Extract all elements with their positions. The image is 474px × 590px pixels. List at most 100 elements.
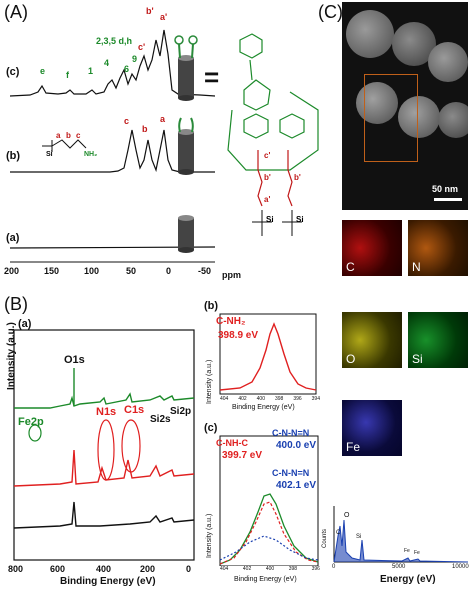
- peak-c-4: 4: [104, 58, 110, 68]
- scale-bar-label: 50 nm: [432, 184, 459, 194]
- inset-c-t1: C-NH-C: [216, 438, 248, 448]
- inset-c-t2: C-N-N=N: [272, 428, 310, 438]
- b-mol-b: b: [66, 131, 71, 140]
- a-xtick-200: 200: [4, 266, 20, 276]
- xps-green-trace: [14, 392, 195, 409]
- eds-map-c-label: C: [346, 260, 355, 274]
- inset-c-xtick: 398: [288, 566, 298, 572]
- eds-xtick-5000: 5000: [392, 564, 406, 570]
- xps-survey-chart: [13, 329, 195, 561]
- inset-c-t3: C-N-N=N: [272, 468, 310, 478]
- mol-si-1: Si: [266, 215, 274, 224]
- xps-main-label: (a): [18, 318, 32, 330]
- inset-c-v3: 402.1 eV: [276, 480, 317, 491]
- mol-label-c: c': [264, 151, 270, 160]
- inset-c-xlabel: Binding Energy (eV): [234, 576, 297, 583]
- inset-c-xticks: 404 402 400 398 396: [220, 566, 320, 572]
- trace-a-label: (a): [6, 232, 20, 244]
- molecule-linker: [257, 150, 293, 207]
- panel-c-letter: (C): [318, 2, 343, 22]
- a-xtick-0: 0: [166, 266, 172, 276]
- eds-xlabel: Energy (eV): [380, 574, 436, 585]
- inset-b-chart: [219, 313, 317, 395]
- xps-red-trace: [13, 449, 195, 487]
- trace-b-label: (b): [6, 150, 21, 162]
- inset-c-xtick: 396: [311, 566, 320, 572]
- nmr-trace-b: [10, 129, 215, 173]
- xps-xtick-200: 200: [140, 564, 156, 574]
- mol-label-b2: b': [294, 173, 301, 182]
- xps-ylabel: Intensity (a.u.): [6, 322, 17, 390]
- b-mol-a: a: [56, 131, 61, 140]
- inset-c-xtick: 402: [242, 566, 252, 572]
- xps-peak-n1s: N1s: [96, 406, 117, 418]
- xps-peak-si2p: Si2p: [170, 406, 192, 417]
- nmr-trace-c: [9, 29, 216, 97]
- peak-c-9: 9: [132, 54, 138, 64]
- peak-c-f: f: [66, 70, 69, 80]
- inset-b-title: C-NH₂: [216, 316, 246, 327]
- peak-b-a: a: [160, 114, 166, 124]
- xps-peak-si2s: Si2s: [150, 414, 171, 425]
- xps-xtick-0: 0: [186, 564, 192, 574]
- equals-sign: =: [204, 62, 220, 92]
- peak-c-bprime: b': [146, 6, 154, 16]
- peak-c-6: 6: [124, 64, 130, 74]
- inset-b-xtick: 400: [256, 396, 265, 402]
- inset-b-curve: [219, 322, 317, 391]
- cnt-icon-b: [178, 117, 194, 175]
- xps-peak-fe2p: Fe2p: [18, 416, 44, 428]
- inset-b-label: (b): [204, 300, 219, 312]
- eds-spectrum-chart: [333, 506, 469, 563]
- eds-map-n-label: N: [412, 260, 421, 274]
- eds-map-c: C: [342, 220, 402, 276]
- a-xtick-50: 50: [126, 266, 137, 276]
- panel-a-nmr-spectra: c' b' b' a' Si Si a b c NH₂ Si: [9, 29, 319, 263]
- eds-map-o-label: O: [346, 352, 356, 366]
- tem-image: 50 nm: [342, 2, 468, 210]
- peak-c-2358: 2,3,5 d,h: [96, 36, 133, 46]
- xps-xtick-800: 800: [8, 564, 24, 574]
- inset-c-green: [219, 493, 319, 565]
- eds-map-si-label: Si: [412, 352, 423, 366]
- xps-xlabel: Binding Energy (eV): [60, 576, 156, 587]
- eds-xtick-0: 0: [332, 564, 336, 570]
- inset-b-xtick: 394: [311, 396, 320, 402]
- eds-peak-o: O: [344, 512, 350, 519]
- inset-b-value: 398.9 eV: [218, 330, 259, 341]
- ppm-label: ppm: [222, 270, 241, 280]
- inset-c-xtick: 400: [265, 566, 275, 572]
- inset-b-xtick: 402: [238, 396, 247, 402]
- inset-c-blue: [219, 535, 319, 561]
- molecule-silane: [252, 210, 302, 236]
- panel-b-letter: (B): [4, 294, 28, 314]
- inset-b-xtick: 404: [220, 396, 229, 402]
- peak-c-1: 1: [88, 66, 94, 76]
- peak-c-e: e: [40, 66, 46, 76]
- eds-xtick-10000: 10000: [452, 564, 469, 570]
- panel-a-letter: (A): [4, 2, 28, 22]
- inset-b-xtick: 396: [293, 396, 302, 402]
- mol-label-b: b': [264, 173, 271, 182]
- inset-b-xlabel: Binding Energy (eV): [232, 404, 295, 411]
- xps-peak-c1s: C1s: [124, 404, 145, 416]
- a-xtick-150: 150: [44, 266, 60, 276]
- peak-b-c: c: [124, 116, 130, 126]
- inset-c-label: (c): [204, 422, 218, 434]
- peak-c-aprime: a': [160, 12, 168, 22]
- tem-selection-box: [364, 74, 418, 162]
- trace-b-molecule: [42, 139, 87, 152]
- cnt-icon-a: [178, 215, 194, 253]
- scale-bar: [434, 198, 462, 201]
- xps-xtick-400: 400: [96, 564, 112, 574]
- b-mol-c: c: [76, 131, 81, 140]
- molecule-structure: [227, 33, 319, 171]
- peak-b-b: b: [142, 124, 148, 134]
- eds-ylabel: Counts: [322, 528, 328, 548]
- inset-c-ylabel: Intensity (a.u.): [206, 513, 213, 558]
- eds-map-fe: Fe: [342, 400, 402, 456]
- cnt-icon-c: [174, 35, 198, 101]
- eds-spectrum-curve: [333, 519, 469, 563]
- mol-label-a: a': [264, 195, 270, 204]
- eds-peak-si: Si: [356, 534, 362, 540]
